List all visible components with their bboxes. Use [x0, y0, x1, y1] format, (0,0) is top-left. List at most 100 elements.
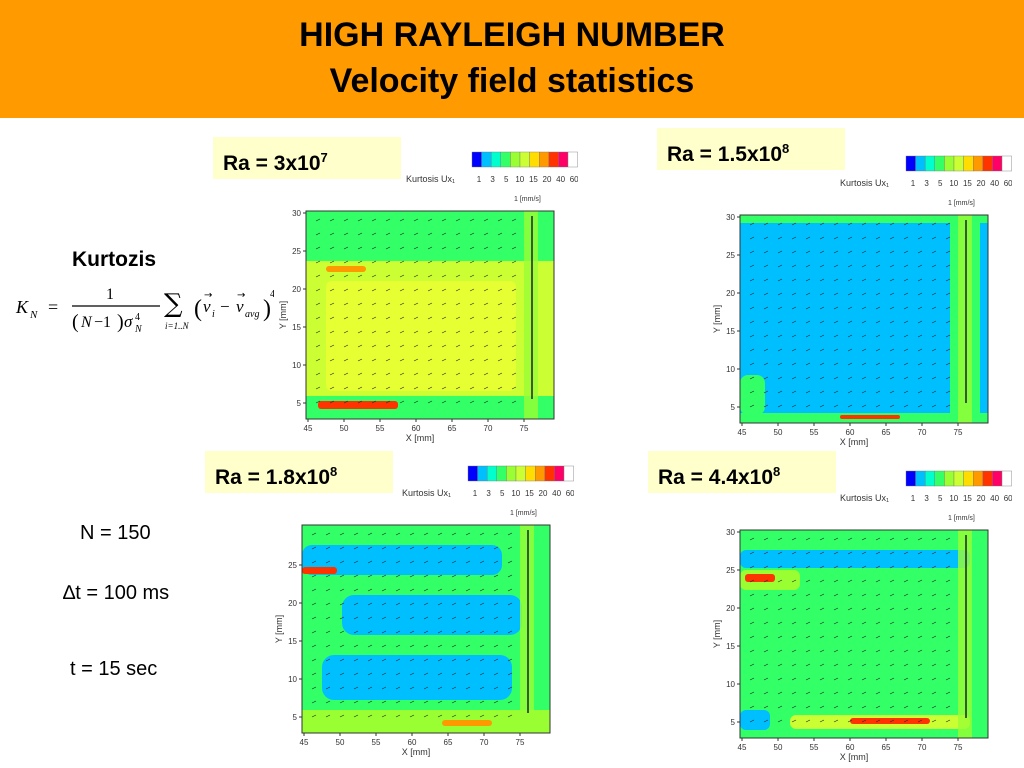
velocity-vector: [777, 691, 783, 695]
velocity-vector: [511, 232, 517, 236]
velocity-vector: [441, 302, 447, 306]
velocity-vector: [917, 264, 923, 268]
velocity-vector: [903, 236, 909, 240]
velocity-vector: [413, 386, 419, 390]
velocity-vector: [325, 630, 331, 634]
velocity-vector: [409, 546, 415, 550]
velocity-vector: [931, 593, 937, 597]
velocity-vector: [413, 232, 419, 236]
velocity-vector: [833, 278, 839, 282]
velocity-vector: [917, 320, 923, 324]
velocity-vector: [763, 376, 769, 380]
velocity-vector: [903, 404, 909, 408]
ra-label-2-base: Ra = 1.5x10: [667, 143, 783, 166]
velocity-vector: [833, 691, 839, 695]
velocity-vector: [427, 246, 433, 250]
velocity-vector: [749, 390, 755, 394]
velocity-vector: [357, 344, 363, 348]
velocity-vector: [847, 292, 853, 296]
legend-tick: 20: [539, 489, 548, 498]
velocity-vector: [455, 386, 461, 390]
velocity-vector: [903, 649, 909, 653]
velocity-vector: [357, 302, 363, 306]
velocity-vector: [847, 264, 853, 268]
color-scale-swatch: [924, 470, 935, 487]
velocity-vector: [917, 278, 923, 282]
velocity-vector: [329, 344, 335, 348]
velocity-vector: [483, 246, 489, 250]
velocity-vector: [441, 316, 447, 320]
velocity-vector: [479, 700, 485, 704]
velocity-vector: [833, 320, 839, 324]
velocity-vector: [875, 565, 881, 569]
y-tick-label: 5: [293, 713, 298, 722]
velocity-vector: [343, 218, 349, 222]
velocity-vector: [455, 302, 461, 306]
velocity-vector: [889, 621, 895, 625]
velocity-vector: [409, 658, 415, 662]
x-tick-label: 50: [340, 424, 349, 433]
velocity-vector: [367, 672, 373, 676]
velocity-vector: [847, 334, 853, 338]
velocity-vector: [833, 334, 839, 338]
x-tick-label: 75: [520, 424, 529, 433]
formula-graphic: K N = 1 ( N −1 ) σ 4 N ∑ i=1..N ( v → i …: [15, 286, 275, 335]
velocity-vector: [931, 348, 937, 352]
velocity-vector: [819, 677, 825, 681]
velocity-vector: [441, 288, 447, 292]
velocity-vector: [493, 574, 499, 578]
velocity-vector: [903, 376, 909, 380]
velocity-vector: [875, 236, 881, 240]
color-scale-swatch: [915, 470, 926, 487]
velocity-vector: [889, 635, 895, 639]
velocity-vector: [819, 719, 825, 723]
color-scale-swatch: [563, 465, 574, 482]
x-tick-label: 60: [408, 738, 417, 747]
x-tick-label: 50: [336, 738, 345, 747]
velocity-vector: [469, 400, 475, 404]
velocity-vector: [889, 579, 895, 583]
panel-svg: Kurtosis Ux₁ 1 3 5 10 15 20 40 601 [mm/s]45 50 55 6…: [274, 465, 574, 757]
velocity-vector: [875, 719, 881, 723]
velocity-vector: [763, 621, 769, 625]
formula-lhs: K: [15, 297, 29, 317]
y-tick-label: 20: [726, 604, 735, 613]
vector-scale-label: 1 [mm/s]: [514, 196, 541, 203]
param-dt: ∆t = 100 ms: [63, 582, 170, 604]
velocity-vector: [427, 372, 433, 376]
velocity-vector: [861, 362, 867, 366]
velocity-vector: [945, 348, 951, 352]
velocity-vector: [399, 372, 405, 376]
velocity-vector: [455, 330, 461, 334]
velocity-vector: [777, 537, 783, 541]
vector-field: [311, 532, 513, 718]
x-tick-label: 70: [918, 428, 927, 437]
velocity-vector: [847, 222, 853, 226]
velocity-vector: [889, 607, 895, 611]
velocity-vector: [777, 348, 783, 352]
velocity-vector: [749, 677, 755, 681]
velocity-vector: [511, 302, 517, 306]
velocity-vector: [791, 250, 797, 254]
velocity-vector: [903, 579, 909, 583]
velocity-vector: [381, 672, 387, 676]
velocity-vector: [777, 705, 783, 709]
legend-tick: 1: [911, 179, 916, 188]
velocity-vector: [437, 532, 443, 536]
velocity-vector: [483, 344, 489, 348]
velocity-vector: [903, 551, 909, 555]
velocity-vector: [917, 250, 923, 254]
velocity-vector: [875, 649, 881, 653]
velocity-vector: [441, 358, 447, 362]
color-scale-swatch: [944, 155, 955, 172]
velocity-vector: [875, 677, 881, 681]
velocity-vector: [945, 579, 951, 583]
velocity-vector: [357, 386, 363, 390]
velocity-vector: [353, 644, 359, 648]
velocity-vector: [931, 250, 937, 254]
y-tick-label: 15: [288, 637, 297, 646]
velocity-vector: [833, 719, 839, 723]
velocity-vector: [931, 278, 937, 282]
velocity-vector: [861, 607, 867, 611]
velocity-vector: [861, 551, 867, 555]
